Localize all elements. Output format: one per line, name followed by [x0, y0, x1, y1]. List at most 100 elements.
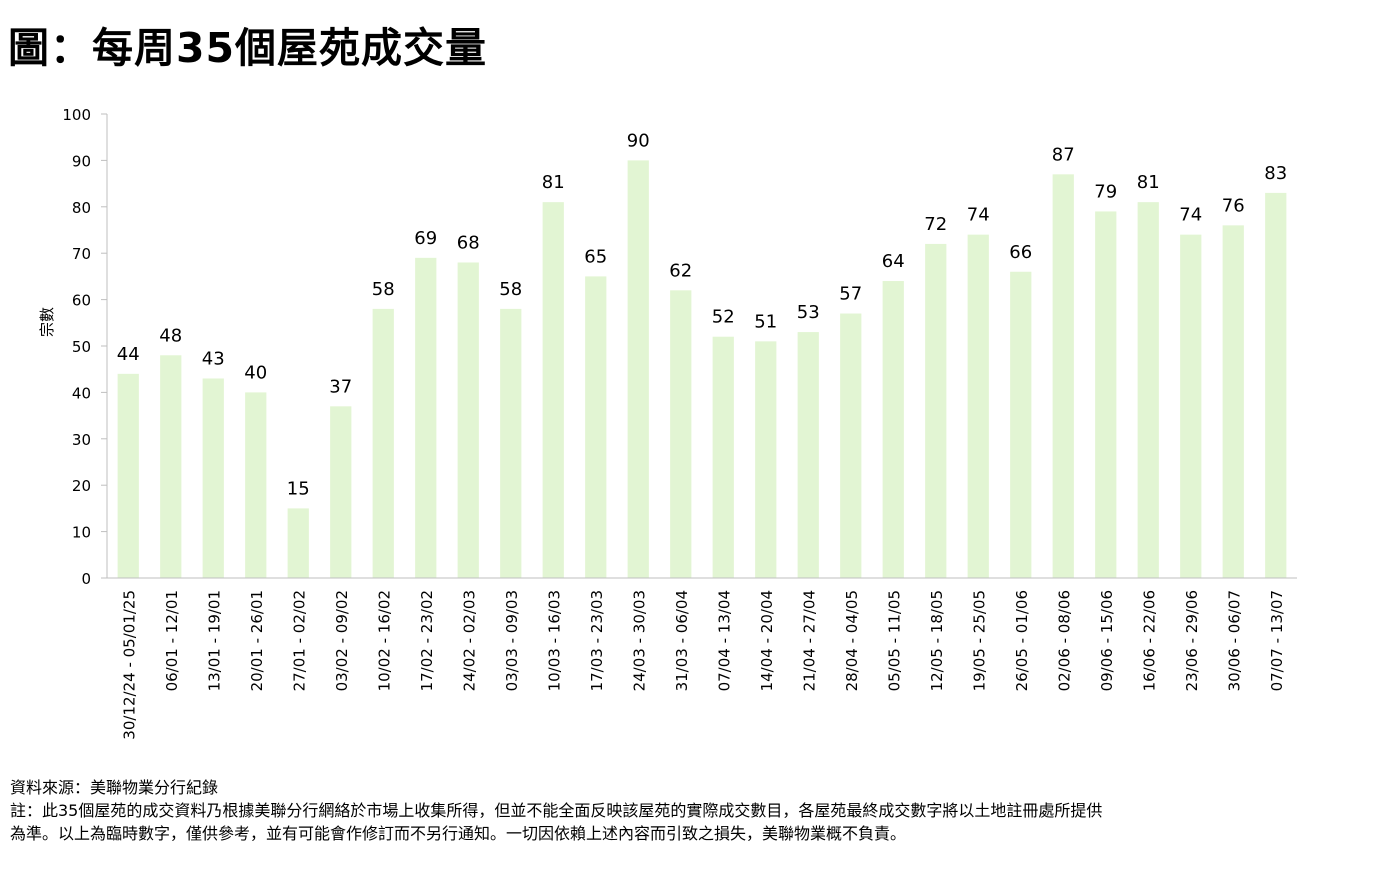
bar: [202, 378, 224, 578]
x-tick-label: 10/03 - 16/03: [545, 590, 563, 691]
data-label: 53: [797, 302, 820, 323]
data-label: 87: [1052, 144, 1075, 165]
bar: [1180, 234, 1202, 578]
x-tick-label: 07/04 - 13/04: [715, 590, 733, 691]
data-label: 64: [882, 251, 905, 272]
x-tick-label: 16/06 - 22/06: [1140, 590, 1158, 691]
y-tick-label: 10: [72, 524, 91, 542]
bar: [882, 281, 904, 578]
bar: [372, 308, 394, 578]
data-label: 40: [244, 362, 267, 383]
bar: [967, 234, 989, 578]
bars: 44 48 43 40 15 37 58 69 68 58 81 65 90 62 52 51 53 57 64 72…: [117, 130, 1287, 579]
x-tick-label: 10/02 - 16/02: [375, 590, 393, 691]
data-label: 15: [287, 478, 310, 499]
x-tick-label: 14/04 - 20/04: [758, 590, 776, 691]
bar: [1010, 271, 1032, 578]
footnotes: 資料來源：美聯物業分行紀錄 註：此35個屋苑的成交資料乃根據美聯分行網絡於市場上…: [10, 776, 1102, 845]
x-tick-label: 03/03 - 09/03: [503, 590, 521, 691]
data-label: 62: [669, 260, 692, 281]
bar: [840, 313, 862, 578]
bar: [670, 290, 692, 578]
bar: [117, 373, 139, 578]
data-label: 76: [1222, 195, 1245, 216]
bar: [1222, 225, 1244, 579]
data-label: 83: [1264, 163, 1287, 184]
x-tick-label: 09/06 - 15/06: [1098, 590, 1116, 691]
bar: [925, 243, 947, 579]
data-label: 58: [372, 279, 395, 300]
bar: [457, 262, 479, 578]
data-label: 68: [457, 232, 480, 253]
chart-title: 圖：每周35個屋苑成交量: [8, 24, 488, 72]
y-tick-label: 50: [72, 338, 91, 356]
data-label: 52: [712, 307, 735, 328]
data-label: 58: [499, 279, 522, 300]
y-tick-label: 60: [72, 292, 91, 310]
bar: [330, 406, 352, 578]
disclaimer-line-2: 為準。以上為臨時數字，僅供參考，並有可能會作修訂而不另行通知。一切因依賴上述內容…: [10, 824, 907, 843]
y-tick-label: 70: [72, 245, 91, 263]
data-label: 74: [967, 205, 990, 226]
bar: [1052, 174, 1074, 578]
data-label: 81: [542, 172, 565, 193]
data-label: 37: [329, 376, 352, 397]
data-label: 74: [1179, 205, 1202, 226]
x-tick-label: 21/04 - 27/04: [800, 590, 818, 691]
x-tick-label: 17/03 - 23/03: [588, 590, 606, 691]
x-tick-label: 28/04 - 04/05: [843, 590, 861, 691]
bar: [1265, 192, 1287, 578]
disclaimer-line-1: 註：此35個屋苑的成交資料乃根據美聯分行網絡於市場上收集所得，但並不能全面反映該…: [10, 801, 1103, 820]
bar: [755, 341, 777, 578]
x-tick-label: 24/03 - 30/03: [630, 590, 648, 691]
x-tick-label: 23/06 - 29/06: [1183, 590, 1201, 691]
bar: [542, 202, 564, 578]
x-tick-label: 24/02 - 02/03: [460, 590, 478, 691]
bar: [160, 355, 182, 578]
bar: [712, 336, 734, 578]
x-tick-label: 31/03 - 06/04: [673, 590, 691, 691]
x-tick-label: 30/06 - 06/07: [1225, 590, 1243, 691]
x-tick-label: 20/01 - 26/01: [248, 590, 266, 691]
x-axis: 30/12/24 - 05/01/25 06/01 - 12/01 13/01 - …: [107, 577, 1297, 740]
bar: [585, 276, 607, 578]
bar: [287, 508, 309, 578]
y-axis: 0 10 20 30 40 50 60 70 80 90 100: [62, 106, 108, 588]
bar: [415, 257, 437, 578]
y-tick-label: 80: [72, 199, 91, 217]
x-tick-label: 27/01 - 02/02: [290, 590, 308, 691]
data-label: 57: [839, 284, 862, 305]
x-tick-label: 17/02 - 23/02: [418, 590, 436, 691]
x-tick-label: 12/05 - 18/05: [928, 590, 946, 691]
data-label: 81: [1137, 172, 1160, 193]
y-tick-label: 0: [81, 570, 91, 588]
y-tick-label: 20: [72, 477, 91, 495]
data-label: 48: [159, 325, 182, 346]
data-label: 51: [754, 311, 777, 332]
bar: [797, 332, 819, 578]
y-tick-label: 30: [72, 431, 91, 449]
data-label: 66: [1009, 242, 1032, 263]
bar: [1095, 211, 1117, 578]
data-label: 43: [202, 348, 225, 369]
source-note: 資料來源：美聯物業分行紀錄: [10, 778, 219, 797]
data-label: 65: [584, 246, 607, 267]
x-tick-label: 05/05 - 11/05: [885, 590, 903, 691]
y-tick-label: 100: [62, 106, 91, 124]
x-tick-label: 06/01 - 12/01: [163, 590, 181, 691]
x-tick-label: 03/02 - 09/02: [333, 590, 351, 691]
data-label: 44: [117, 344, 140, 365]
data-label: 79: [1094, 181, 1117, 202]
bar: [245, 392, 267, 578]
x-tick-label: 07/07 - 13/07: [1268, 590, 1286, 691]
x-tick-label: 02/06 - 08/06: [1055, 590, 1073, 691]
x-tick-label: 26/05 - 01/06: [1013, 590, 1031, 691]
y-axis-label: 宗數: [38, 307, 56, 337]
y-tick-label: 90: [72, 152, 91, 170]
bar: [1137, 202, 1159, 578]
data-label: 69: [414, 228, 437, 249]
bar-chart: 0 10 20 30 40 50 60 70 80 90 100 44 48 43 40 15 37 58 69 6…: [38, 106, 1297, 740]
bar: [627, 160, 649, 578]
x-tick-label: 30/12/24 - 05/01/25: [120, 590, 138, 740]
y-tick-label: 40: [72, 384, 91, 402]
